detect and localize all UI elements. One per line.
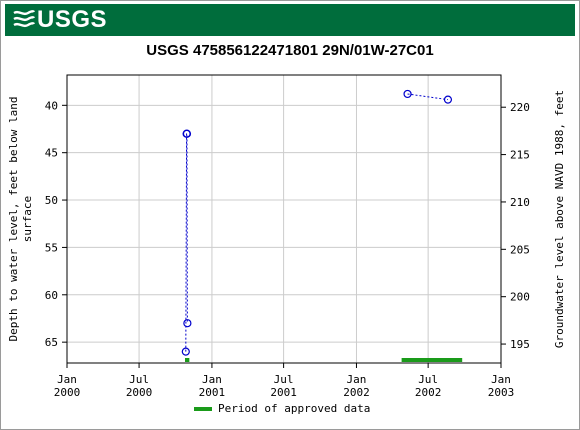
- y-axis-label: surface: [21, 196, 34, 242]
- y-tick-label: 55: [45, 241, 58, 254]
- y2-tick-label: 210: [510, 196, 530, 209]
- y2-axis-label: Groundwater level above NAVD 1988, feet: [553, 90, 566, 348]
- x-tick-label-year: 2000: [54, 386, 81, 399]
- x-tick-label-month: Jan: [202, 373, 222, 386]
- x-tick-label-year: 2002: [415, 386, 442, 399]
- x-tick-label-month: Jan: [57, 373, 77, 386]
- usgs-wave-icon: [13, 9, 35, 31]
- usgs-header: USGS: [5, 4, 575, 36]
- y2-tick-label: 205: [510, 243, 530, 256]
- x-tick-label-year: 2001: [270, 386, 297, 399]
- y2-tick-label: 220: [510, 101, 530, 114]
- legend-label-approved: Period of approved data: [218, 402, 371, 415]
- approved-period-bar: [185, 358, 190, 362]
- usgs-logo[interactable]: USGS: [13, 8, 107, 32]
- x-tick-label-month: Jan: [347, 373, 367, 386]
- x-tick-label-month: Jul: [129, 373, 149, 386]
- data-point: [182, 129, 192, 138]
- x-tick-label-year: 2000: [126, 386, 153, 399]
- x-tick-label-year: 2002: [343, 386, 370, 399]
- y-tick-label: 60: [45, 289, 58, 302]
- data-point: [181, 347, 190, 356]
- x-tick-label-year: 2003: [488, 386, 515, 399]
- y-tick-label: 40: [45, 99, 58, 112]
- y2-tick-label: 195: [510, 338, 530, 351]
- y2-tick-label: 200: [510, 291, 530, 304]
- chart-title: USGS 475856122471801 29N/01W-27C01: [146, 42, 434, 59]
- y-axis-label: Depth to water level, feet below land: [7, 96, 20, 341]
- legend-swatch-approved: [194, 406, 212, 411]
- y-tick-label: 50: [45, 194, 58, 207]
- x-tick-label-year: 2001: [199, 386, 226, 399]
- chart-legend: Period of approved data: [194, 402, 370, 415]
- series-line: [407, 93, 449, 101]
- y-tick-label: 45: [45, 147, 58, 160]
- usgs-logo-text: USGS: [37, 6, 108, 33]
- data-point: [443, 95, 453, 104]
- x-tick-label-month: Jul: [418, 373, 438, 386]
- y2-tick-label: 215: [510, 149, 530, 162]
- x-tick-label-month: Jan: [491, 373, 511, 386]
- data-point: [403, 89, 412, 99]
- series-line: [185, 133, 188, 352]
- data-point: [183, 319, 192, 328]
- y-tick-label: 65: [45, 336, 58, 349]
- x-tick-label-month: Jul: [274, 373, 294, 386]
- approved-period-bar: [401, 358, 463, 362]
